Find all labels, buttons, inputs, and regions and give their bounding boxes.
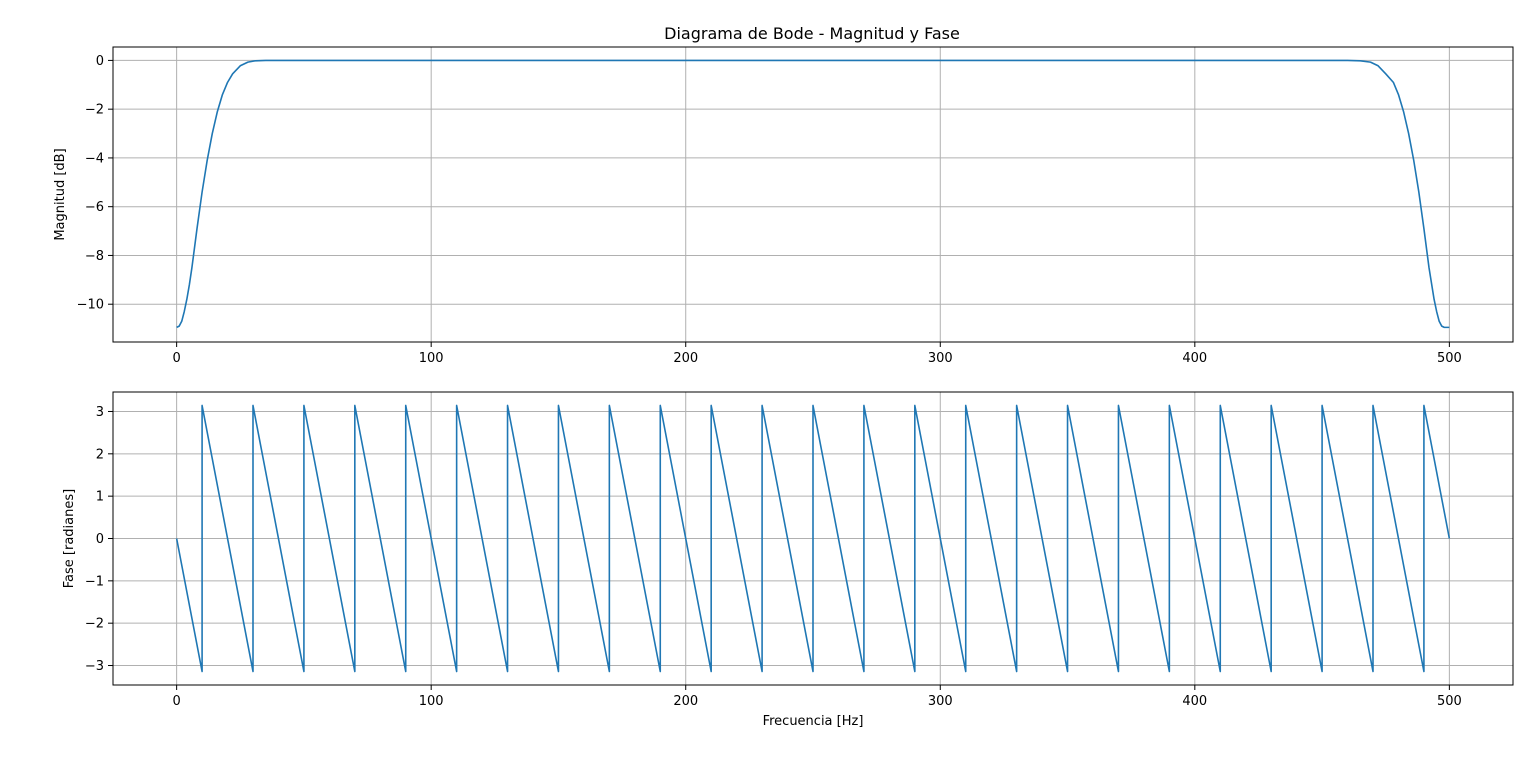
magnitude-y-tick-label: −10 [77, 298, 104, 313]
magnitude-axes-frame [112, 46, 1514, 343]
magnitude-y-tick-label: −2 [85, 103, 104, 118]
phase-y-tick-label: 2 [96, 447, 104, 462]
phase-series-line [175, 404, 1451, 673]
phase-x-tick-label: 200 [673, 694, 698, 709]
figure-title: Diagrama de Bode - Magnitud y Fase [664, 24, 960, 43]
magnitude-x-tick-label: 500 [1437, 351, 1462, 366]
magnitude-series-line [176, 59, 1450, 329]
magnitude-axes: 0 100 200 300 400 500 0 −2 −4 −6 −8 −10 Magnitud [dB… [53, 46, 1514, 366]
magnitude-y-axis-label: Magnitud [dB] [53, 148, 68, 240]
magnitude-x-tick-label: 200 [673, 351, 698, 366]
magnitude-x-tick-label: 300 [928, 351, 953, 366]
phase-x-tick-label: 500 [1437, 694, 1462, 709]
phase-y-tick-label: 3 [96, 405, 104, 420]
magnitude-y-tick-label: −8 [85, 249, 104, 264]
phase-y-tick-label: −1 [85, 574, 104, 589]
phase-y-tick-label: −2 [85, 617, 104, 632]
phase-x-tick-label: 400 [1182, 694, 1207, 709]
magnitude-x-tick-label: 400 [1182, 351, 1207, 366]
magnitude-y-tick-label: −6 [85, 200, 104, 215]
magnitude-x-tick-label: 0 [172, 351, 180, 366]
phase-x-tick-label: 300 [928, 694, 953, 709]
phase-axes: 0 100 200 300 400 500 3 2 1 0 −1 −2 −3 Fase [radianes… [62, 391, 1514, 729]
phase-x-tick-label: 0 [172, 694, 180, 709]
magnitude-x-tick-label: 100 [419, 351, 444, 366]
magnitude-y-tick-label: −4 [85, 151, 104, 166]
phase-y-tick-label: 0 [96, 532, 104, 547]
magnitude-y-tick-label: 0 [96, 54, 104, 69]
phase-y-tick-label: 1 [96, 490, 104, 505]
phase-x-tick-label: 100 [419, 694, 444, 709]
phase-x-axis-label: Frecuencia [Hz] [763, 714, 864, 729]
phase-y-tick-label: −3 [85, 659, 104, 674]
phase-y-axis-label: Fase [radianes] [62, 489, 77, 588]
